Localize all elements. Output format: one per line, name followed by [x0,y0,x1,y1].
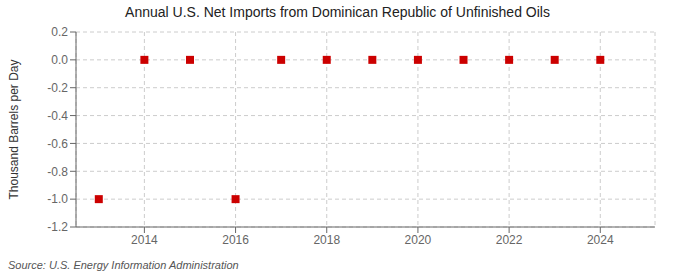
svg-text:Thousand Barrels per Day: Thousand Barrels per Day [8,59,21,199]
svg-text:2020: 2020 [405,233,432,247]
svg-text:2016: 2016 [222,233,249,247]
svg-text:-0.8: -0.8 [47,165,68,179]
svg-text:-1.0: -1.0 [47,192,68,206]
svg-text:-0.6: -0.6 [47,137,68,151]
svg-text:0.2: 0.2 [51,25,68,39]
svg-text:2022: 2022 [496,233,523,247]
svg-text:2014: 2014 [131,233,158,247]
html-text:Source: U.S. Energy Informatio: Source: U.S. Energy Information Administ… [8,259,239,271]
svg-text:2024: 2024 [587,233,614,247]
svg-text:0.0: 0.0 [51,53,68,67]
svg-text:-1.2: -1.2 [47,220,68,234]
svg-text:2018: 2018 [313,233,340,247]
svg-text:-0.4: -0.4 [47,109,68,123]
html-text:Annual U.S. Net Imports from D: Annual U.S. Net Imports from Dominican R… [125,4,550,20]
svg-text:-0.2: -0.2 [47,81,68,95]
